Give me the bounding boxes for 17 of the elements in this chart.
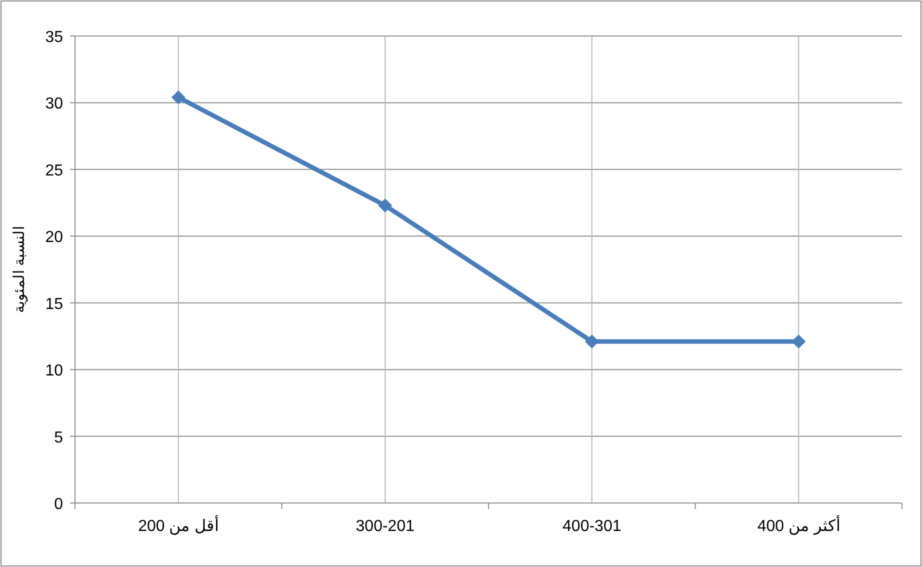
point — [792, 334, 806, 349]
x-tick-label: أقل من 200 — [138, 515, 219, 535]
y-tick-label: 30 — [45, 96, 64, 113]
x-tick-label: 400-301 — [562, 518, 622, 535]
y-tick-label: 15 — [45, 296, 64, 313]
point — [171, 90, 186, 104]
y-tick-label: 10 — [45, 362, 64, 380]
point — [584, 334, 599, 349]
y-tick-label: 35 — [45, 29, 64, 46]
y-tick-label: 0 — [54, 496, 64, 513]
x-tick-label: أكثر من 400 — [757, 515, 840, 535]
y-tick-label: 5 — [54, 429, 64, 446]
point — [378, 198, 392, 212]
y-tick-label: 25 — [45, 162, 64, 180]
x-tick-label: 300-201 — [356, 518, 415, 535]
y-axis-title: النسبة المئوية — [11, 226, 28, 314]
y-tick-label: 20 — [45, 229, 64, 246]
